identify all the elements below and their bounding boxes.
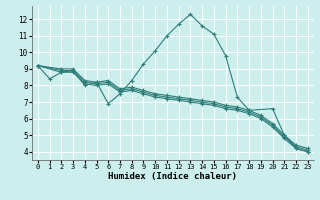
X-axis label: Humidex (Indice chaleur): Humidex (Indice chaleur)	[108, 172, 237, 181]
